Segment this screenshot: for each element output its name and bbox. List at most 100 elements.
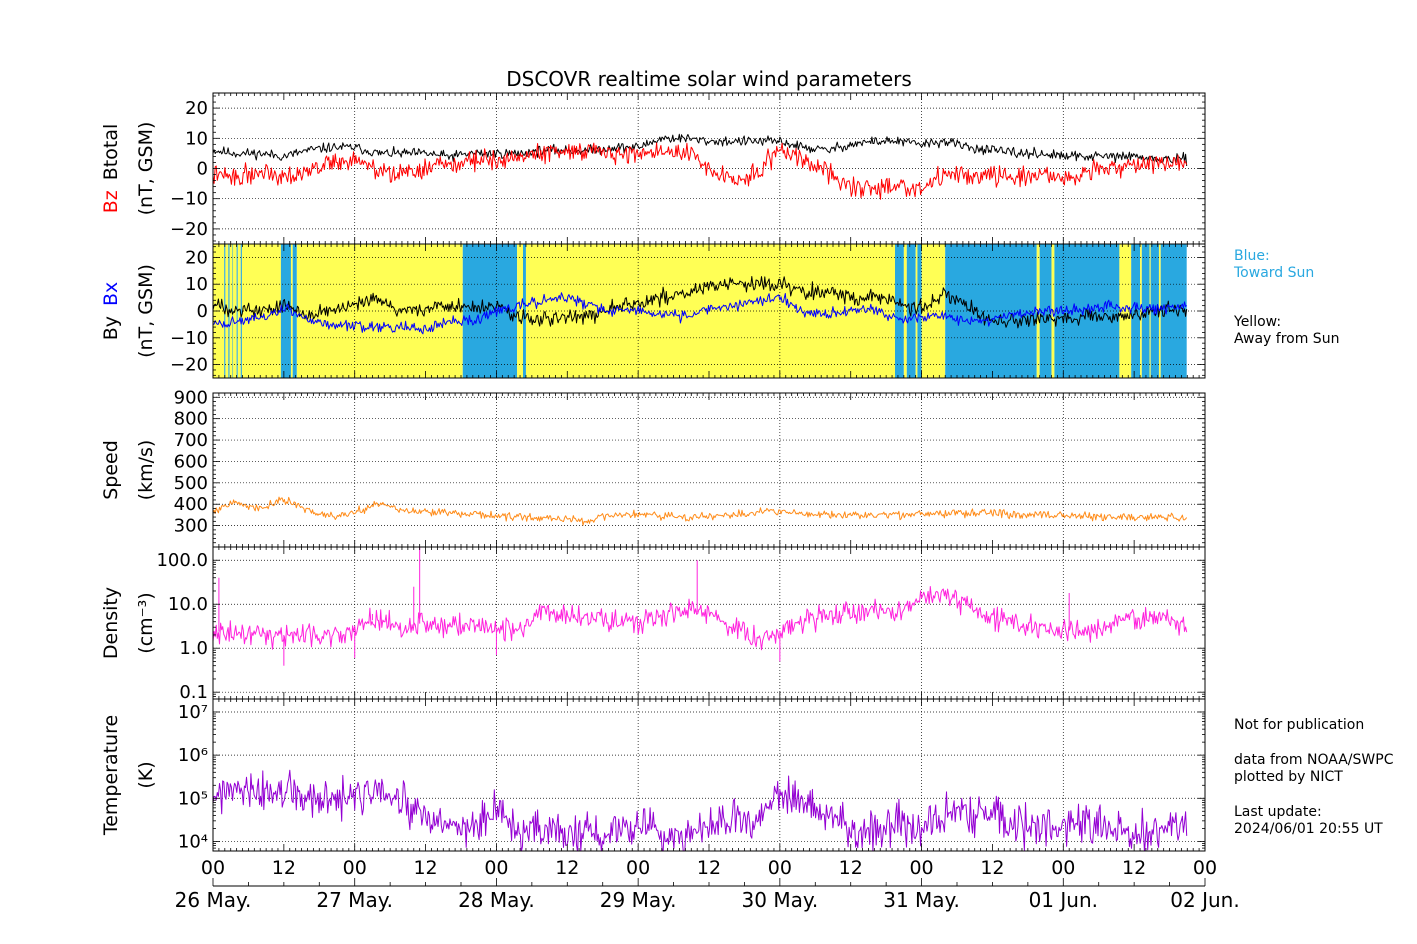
data-source-note: data from NOAA/SWPC bbox=[1234, 752, 1394, 768]
hour-tick-label: 00 bbox=[1193, 857, 1217, 879]
y-tick-label: 10 bbox=[185, 274, 208, 295]
y-tick-label: 900 bbox=[174, 387, 208, 408]
day-tick-label: 26 May. bbox=[175, 888, 252, 912]
y-tick-label: 0.1 bbox=[179, 682, 208, 703]
y-tick-label: 10⁷ bbox=[178, 702, 208, 723]
grid bbox=[213, 547, 1205, 699]
series-group bbox=[213, 133, 1188, 200]
y-label-part: Btotal bbox=[100, 124, 122, 180]
y-axis-label: Temperature bbox=[100, 715, 122, 836]
y-tick-label: 0 bbox=[197, 159, 208, 180]
y-axis-unit: (K) bbox=[135, 761, 157, 788]
day-tick-label: 01 Jun. bbox=[1029, 888, 1098, 912]
x-ticks bbox=[212, 699, 1206, 851]
yellow-legend-text: Away from Sun bbox=[1234, 331, 1340, 347]
blue-legend-title: Blue: bbox=[1234, 248, 1270, 264]
hour-tick-label: 00 bbox=[484, 857, 508, 879]
panel-density: 0.1 1.0 10.0 100.0 Density (cm⁻³) bbox=[100, 546, 1206, 703]
y-tick-label: −10 bbox=[170, 189, 208, 210]
figure-title: DSCOVR realtime solar wind parameters bbox=[506, 67, 912, 91]
hour-tick-label: 12 bbox=[555, 857, 579, 879]
y-axis-unit: (cm⁻³) bbox=[135, 592, 157, 653]
not-for-publication-note: Not for publication bbox=[1234, 717, 1365, 733]
series-group bbox=[213, 496, 1188, 526]
chart-panels: −20 −10 0 10 20 Bz Btotal (nT, GSM) −20 −10 0 10 20 B… bbox=[100, 92, 1206, 852]
grid bbox=[213, 93, 1205, 244]
hour-tick-label: 00 bbox=[201, 857, 225, 879]
series-group bbox=[213, 547, 1188, 666]
y-tick-label: 800 bbox=[174, 409, 208, 430]
panel-mag_bx_by: −20 −10 0 10 20 By Bx (nT, GSM) bbox=[100, 243, 1206, 379]
y-tick-label: 10⁴ bbox=[178, 831, 208, 852]
y-tick-label: 20 bbox=[185, 98, 208, 119]
series-group bbox=[213, 276, 1188, 335]
hour-tick-label: 12 bbox=[413, 857, 437, 879]
series-line-density bbox=[213, 586, 1188, 651]
y-tick-label: 10.0 bbox=[168, 594, 208, 615]
y-axis-unit: (km/s) bbox=[135, 440, 157, 501]
day-tick-label: 02 Jun. bbox=[1170, 888, 1239, 912]
day-tick-label: 30 May. bbox=[742, 888, 819, 912]
sector-band-away bbox=[903, 244, 907, 378]
series-group bbox=[213, 769, 1188, 851]
y-tick-label: 100.0 bbox=[156, 550, 208, 571]
y-tick-label: 700 bbox=[174, 430, 208, 451]
time-axis: 00 12 00 12 00 12 00 12 00 12 00 12 00 12 00 26 May. 27 … bbox=[175, 857, 1240, 912]
series-line-bz bbox=[213, 142, 1188, 200]
y-tick-label: 0 bbox=[197, 301, 208, 322]
y-ticks bbox=[213, 392, 1205, 548]
hour-tick-label: 00 bbox=[343, 857, 367, 879]
series-line-by bbox=[213, 276, 1188, 329]
y-tick-label: 10 bbox=[185, 128, 208, 149]
series-line-bx bbox=[213, 292, 1188, 335]
y-ticks bbox=[213, 698, 1205, 852]
grid bbox=[213, 699, 1205, 851]
yellow-legend-title: Yellow: bbox=[1234, 314, 1282, 330]
y-axis-label: Density bbox=[100, 587, 122, 659]
y-label-part: By bbox=[100, 316, 122, 340]
y-tick-label: 400 bbox=[174, 494, 208, 515]
series-line-temperature bbox=[213, 769, 1188, 851]
hour-tick-label: 12 bbox=[839, 857, 863, 879]
y-ticks bbox=[213, 546, 1205, 700]
y-tick-label: 20 bbox=[185, 247, 208, 268]
y-axis-unit: (nT, GSM) bbox=[135, 122, 157, 216]
panel-mag_bz_bt: −20 −10 0 10 20 Bz Btotal (nT, GSM) bbox=[100, 92, 1206, 245]
last-update-value: 2024/06/01 20:55 UT bbox=[1234, 821, 1383, 837]
y-tick-label: −20 bbox=[170, 355, 208, 376]
y-tick-label: −10 bbox=[170, 328, 208, 349]
last-update-label: Last update: bbox=[1234, 804, 1322, 820]
y-axis-label: Speed bbox=[100, 440, 122, 500]
hour-tick-label: 12 bbox=[697, 857, 721, 879]
y-tick-label: 500 bbox=[174, 473, 208, 494]
y-ticks bbox=[213, 95, 1205, 242]
grid bbox=[213, 244, 1205, 378]
grid bbox=[213, 393, 1205, 547]
series-line-btotal bbox=[213, 133, 1188, 167]
series-line-speed bbox=[213, 496, 1188, 526]
hour-tick-label: 12 bbox=[1122, 857, 1146, 879]
sector-band-toward bbox=[895, 244, 904, 378]
hour-tick-label: 00 bbox=[909, 857, 933, 879]
panel-temperature: 10⁴ 10⁵ 10⁶ 10⁷ Temperature (K) bbox=[100, 698, 1206, 852]
blue-legend-text: Toward Sun bbox=[1234, 265, 1315, 281]
y-tick-label: 10⁶ bbox=[178, 745, 208, 766]
day-tick-label: 29 May. bbox=[600, 888, 677, 912]
y-tick-label: 10⁵ bbox=[178, 788, 208, 809]
sector-band-toward bbox=[523, 244, 526, 378]
sector-band-toward bbox=[240, 244, 242, 378]
hour-tick-label: 00 bbox=[626, 857, 650, 879]
day-tick-label: 27 May. bbox=[316, 888, 393, 912]
sector-band-away bbox=[525, 244, 895, 378]
x-ticks bbox=[212, 244, 1206, 378]
hour-tick-label: 00 bbox=[768, 857, 792, 879]
plotted-by-note: plotted by NICT bbox=[1234, 769, 1343, 785]
panel-frame bbox=[212, 546, 1206, 700]
x-ticks bbox=[212, 547, 1206, 699]
y-axis-unit: (nT, GSM) bbox=[135, 264, 157, 358]
hour-tick-label: 00 bbox=[1051, 857, 1075, 879]
y-axis-label: By Bx bbox=[100, 282, 122, 341]
y-label-part: Bx bbox=[100, 282, 122, 306]
